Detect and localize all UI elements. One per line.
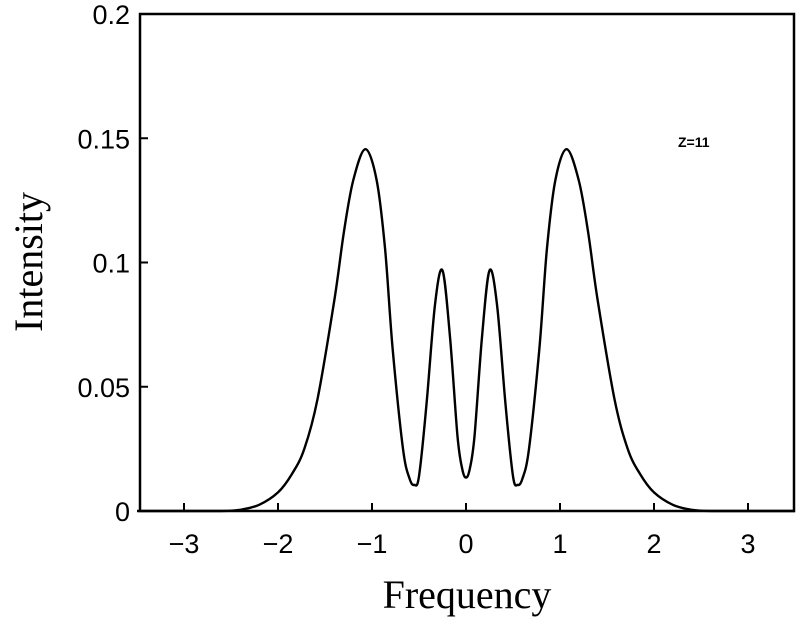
x-tick-label: 2 xyxy=(646,529,661,559)
y-tick-label: 0.15 xyxy=(77,124,130,154)
x-axis-title: Frequency xyxy=(383,572,552,617)
y-axis-ticks: 0 0.05 0.1 0.15 0.2 xyxy=(77,0,148,527)
intensity-curve xyxy=(137,148,795,513)
x-tick-label: 1 xyxy=(552,529,567,559)
y-tick-label: 0.2 xyxy=(92,0,130,30)
x-tick-label: −2 xyxy=(263,529,294,559)
x-tick-label: −3 xyxy=(169,529,200,559)
x-tick-label: 3 xyxy=(740,529,755,559)
y-tick-label: 0 xyxy=(115,497,130,527)
x-tick-label: −1 xyxy=(357,529,388,559)
annotation-z: Z=11 xyxy=(678,134,710,150)
y-axis-title: Intensity xyxy=(6,192,51,332)
plot-frame xyxy=(138,12,796,513)
x-axis-ticks: −3 −2 −1 0 1 2 3 xyxy=(169,503,756,559)
x-tick-label: 0 xyxy=(458,529,473,559)
y-tick-label: 0.05 xyxy=(77,373,130,403)
y-tick-label: 0.1 xyxy=(92,249,130,279)
